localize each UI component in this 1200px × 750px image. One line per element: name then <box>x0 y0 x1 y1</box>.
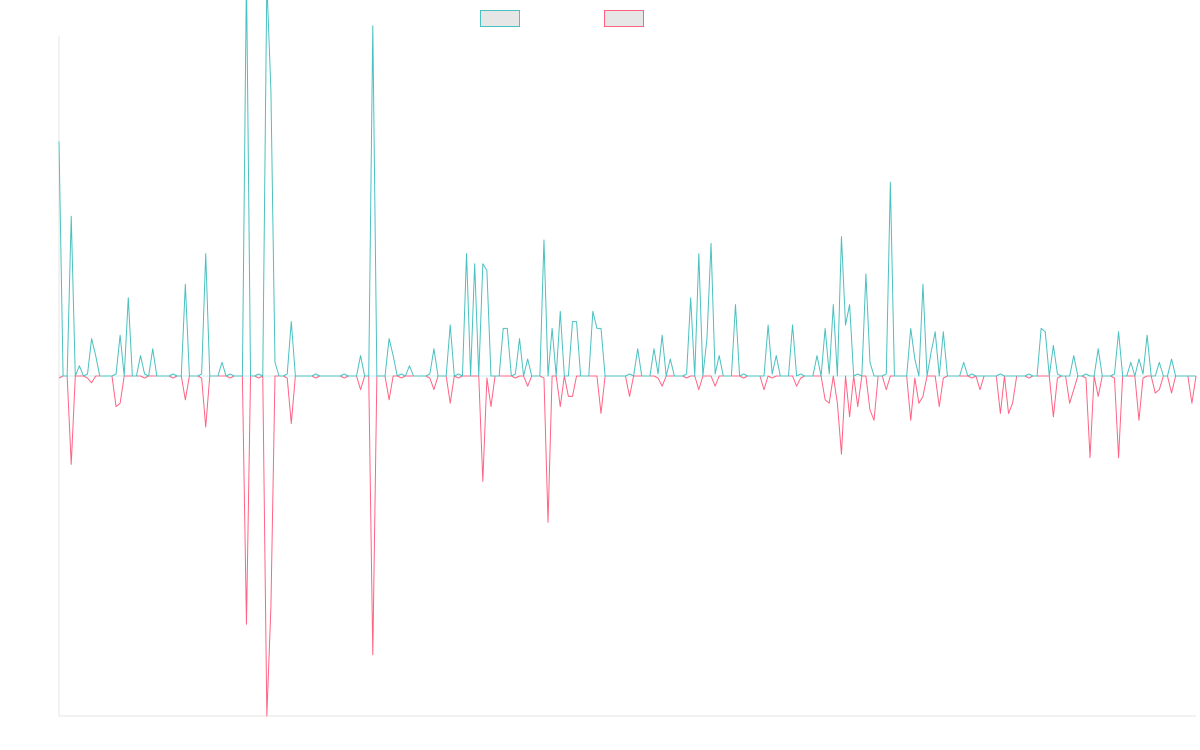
series-layer <box>58 0 1197 717</box>
series-down-line <box>58 375 1197 717</box>
legend <box>0 9 1200 27</box>
legend-swatch-series-down <box>604 9 644 27</box>
series-down-series <box>58 375 1197 717</box>
legend-item-series-up[interactable] <box>480 9 526 27</box>
legend-item-series-down[interactable] <box>604 9 650 27</box>
legend-swatch-series-up <box>480 9 520 27</box>
series-up-line <box>58 0 1196 377</box>
series-up-series <box>58 0 1196 377</box>
